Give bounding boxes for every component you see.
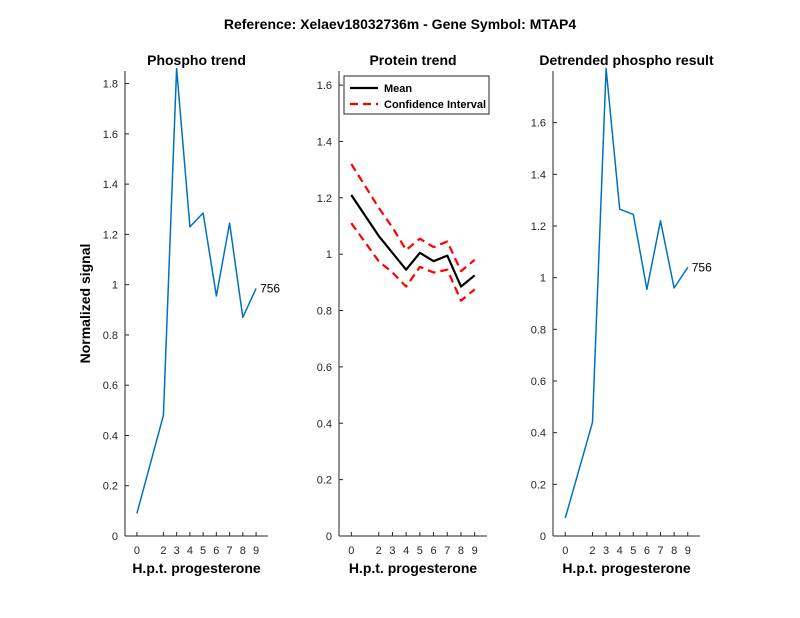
- chart-title: Detrended phospho result: [539, 52, 714, 68]
- y-tick-label: 0.2: [317, 475, 332, 487]
- x-tick-label: 9: [472, 545, 478, 557]
- x-tick-label: 8: [458, 545, 464, 557]
- series-annotation: 756: [260, 281, 280, 295]
- y-tick-label: 0: [540, 531, 546, 543]
- y-tick-label: 0.8: [531, 324, 546, 336]
- y-tick-label: 1.8: [103, 79, 118, 91]
- y-tick-label: 1: [112, 280, 118, 292]
- y-tick-label: 0: [112, 531, 118, 543]
- x-tick-label: 0: [562, 545, 568, 557]
- x-tick-label: 4: [187, 545, 193, 557]
- legend-label: Confidence Interval: [384, 99, 486, 111]
- x-axis-label: H.p.t. progesterone: [132, 560, 261, 576]
- x-tick-label: 4: [617, 545, 623, 557]
- chart-title: Protein trend: [369, 52, 456, 68]
- x-tick-label: 0: [134, 545, 140, 557]
- chart-title: Phospho trend: [147, 52, 246, 68]
- series-line-2: [350, 163, 476, 273]
- x-axis-label: H.p.t. progesterone: [562, 560, 691, 576]
- series-annotation: 756: [692, 260, 712, 274]
- y-tick-label: 1.2: [531, 221, 546, 233]
- panels: 00.20.40.60.811.21.41.61.80 2 3 4 5 6 7 8 9Phosp…: [77, 52, 714, 576]
- y-tick-label: 1.2: [317, 193, 332, 205]
- y-tick-label: 0.4: [317, 418, 332, 430]
- x-tick-label: 8: [240, 545, 246, 557]
- y-tick-label: 1: [326, 249, 332, 261]
- y-tick-label: 1.4: [103, 179, 118, 191]
- y-tick-label: 1.4: [531, 169, 546, 181]
- x-tick-label: 7: [444, 545, 450, 557]
- series-line-3: [350, 222, 476, 302]
- x-tick-label: 5: [417, 545, 423, 557]
- y-tick-label: 0.8: [317, 306, 332, 318]
- y-tick-label: 0.2: [103, 481, 118, 493]
- x-tick-label: 9: [253, 545, 259, 557]
- x-tick-label: 6: [430, 545, 436, 557]
- series-line-1: [136, 67, 257, 514]
- series-line-1: [350, 194, 476, 288]
- x-tick-label: 7: [657, 545, 663, 557]
- y-tick-label: 0.6: [103, 380, 118, 392]
- chart-panel-1: 0 0.2 0.4 0.6 0.8 1 1.2 1.4 1.6 1.8 0 2 3 4 5 6 7 8 9 Phosp…: [77, 52, 280, 576]
- legend-box: [343, 75, 490, 115]
- legend-label: Mean: [384, 83, 412, 95]
- y-tick-label: 0.4: [531, 428, 546, 440]
- figure-title: Reference: Xelaev18032736m - Gene Symbol…: [224, 16, 576, 32]
- y-tick-label: 0.8: [103, 330, 118, 342]
- x-tick-label: 4: [403, 545, 409, 557]
- y-tick-label: 0.4: [103, 430, 118, 442]
- y-tick-label: 1: [540, 273, 546, 285]
- y-axis-label: Normalized signal: [77, 244, 93, 364]
- series-line-1: [564, 67, 689, 519]
- y-tick-label: 1.2: [103, 229, 118, 241]
- chart-panel-2: 0 0.2 0.4 0.6 0.8 1 1.2 1.4 1.6 0 2 3 4 5 6 7 8 9 Protein …: [317, 52, 490, 576]
- x-tick-label: 6: [213, 545, 219, 557]
- y-tick-label: 1.6: [317, 80, 332, 92]
- x-tick-label: 7: [227, 545, 233, 557]
- x-tick-label: 2: [589, 545, 595, 557]
- y-tick-label: 0: [326, 531, 332, 543]
- x-tick-label: 2: [160, 545, 166, 557]
- x-tick-label: 2: [376, 545, 382, 557]
- x-tick-label: 5: [200, 545, 206, 557]
- y-tick-label: 1.6: [531, 118, 546, 130]
- y-tick-label: 0.6: [531, 376, 546, 388]
- x-tick-label: 3: [174, 545, 180, 557]
- x-tick-label: 6: [644, 545, 650, 557]
- x-tick-label: 3: [603, 545, 609, 557]
- x-axis-label: H.p.t. progesterone: [349, 560, 478, 576]
- x-tick-label: 3: [389, 545, 395, 557]
- y-tick-label: 0.6: [317, 362, 332, 374]
- x-tick-label: 8: [671, 545, 677, 557]
- y-tick-label: 0.2: [531, 479, 546, 491]
- y-tick-label: 1.4: [317, 136, 332, 148]
- x-tick-label: 5: [630, 545, 636, 557]
- legend: Mean Confidence Interval: [343, 75, 490, 115]
- chart-panel-3: 0 0.2 0.4 0.6 0.8 1 1.2 1.4 1.6 0 2 3 4 5 6 7 8 9 Detrende…: [531, 52, 714, 576]
- x-tick-label: 9: [685, 545, 691, 557]
- y-tick-label: 1.6: [103, 129, 118, 141]
- x-tick-label: 0: [348, 545, 354, 557]
